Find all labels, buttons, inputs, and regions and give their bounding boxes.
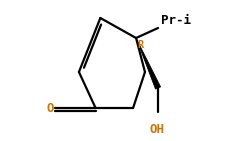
- Polygon shape: [136, 38, 161, 89]
- Text: O: O: [46, 102, 54, 114]
- Text: R: R: [137, 40, 143, 50]
- Text: Pr-i: Pr-i: [160, 14, 191, 27]
- Text: OH: OH: [149, 123, 164, 136]
